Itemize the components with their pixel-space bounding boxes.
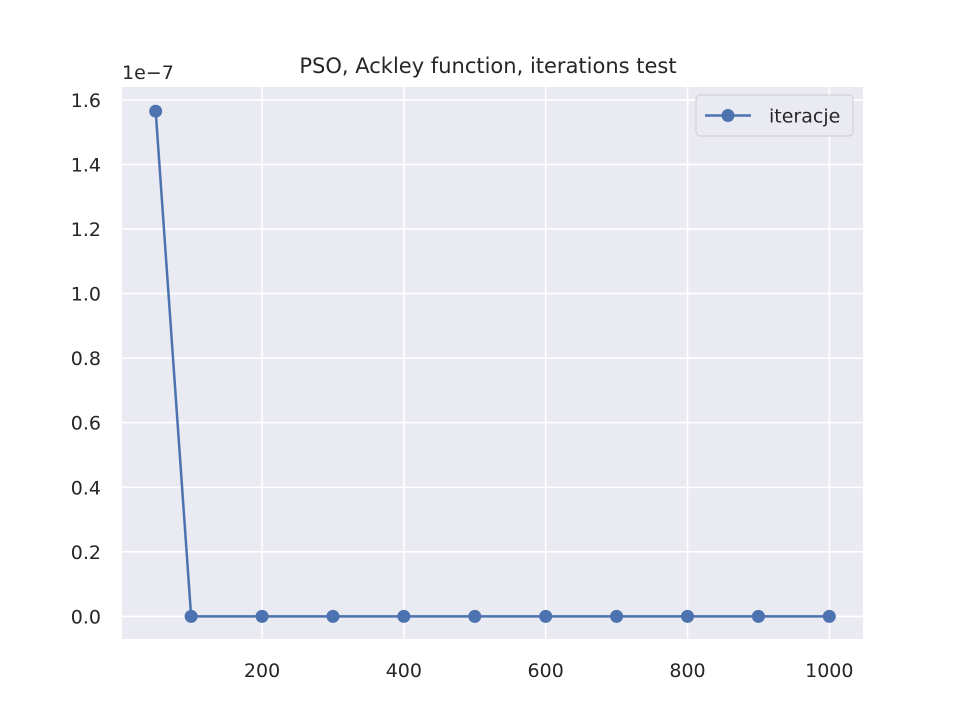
x-tick-label: 1000: [805, 660, 853, 682]
y-tick-label: 1.6: [71, 90, 101, 112]
x-tick-label: 800: [669, 660, 705, 682]
data-point: [751, 609, 765, 623]
x-tick-label: 400: [386, 660, 422, 682]
data-point: [822, 609, 836, 623]
plot-background: [122, 87, 863, 639]
data-point: [184, 609, 198, 623]
legend-label: iteracje: [769, 106, 840, 128]
y-tick-label: 0.2: [71, 542, 101, 564]
y-tick-label: 0.0: [71, 606, 101, 628]
y-tick-label: 1.0: [71, 284, 101, 306]
x-tick-label: 200: [244, 660, 280, 682]
y-axis-tick-labels: 0.0 0.2 0.4 0.6 0.8 1.0 1.2 1.4 1.6: [71, 90, 101, 628]
x-tick-label: 600: [528, 660, 564, 682]
y-tick-label: 0.8: [71, 348, 101, 370]
data-point: [610, 609, 624, 623]
y-tick-label: 1.2: [71, 219, 101, 241]
x-axis-tick-labels: 200 400 600 800 1000: [244, 660, 854, 682]
data-point: [397, 609, 411, 623]
series-layer: [149, 104, 836, 623]
data-point: [149, 104, 163, 118]
legend-box: [695, 94, 854, 137]
data-point: [326, 609, 340, 623]
chart-title: PSO, Ackley function, iterations test: [299, 54, 676, 78]
y-tick-label: 0.4: [71, 477, 101, 499]
y-tick-label: 1.4: [71, 154, 101, 176]
data-point: [255, 609, 269, 623]
data-point: [468, 609, 482, 623]
data-point: [681, 609, 694, 623]
y-tick-label: 0.6: [71, 413, 101, 435]
data-point: [539, 609, 553, 623]
y-axis-offset-label: 1e−7: [122, 62, 174, 84]
legend: iteracje: [695, 94, 854, 137]
legend-marker-sample: [721, 109, 735, 122]
